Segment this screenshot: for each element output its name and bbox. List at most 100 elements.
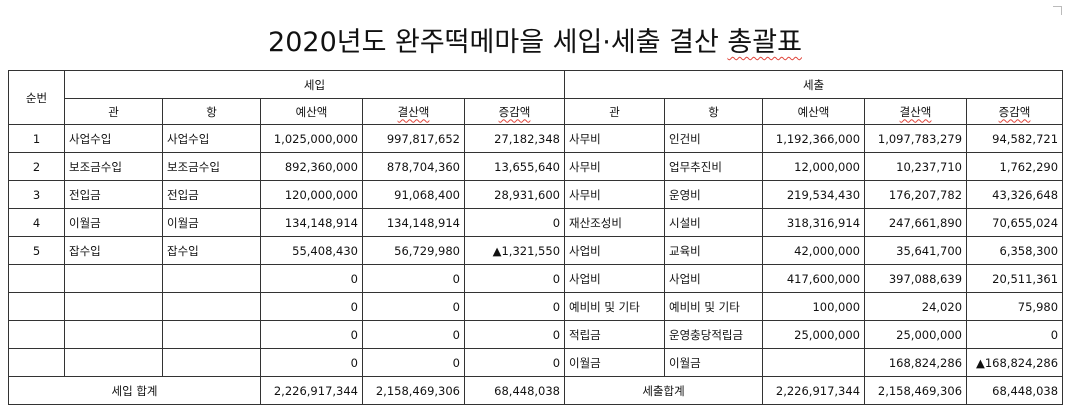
cell-income-settled: 0 xyxy=(362,348,465,377)
cell-expense-hang: 업무추진비 xyxy=(664,152,764,181)
expense-total-settled: 2,158,469,306 xyxy=(864,376,968,405)
cell-expense-diff: ▲168,824,286 xyxy=(966,348,1064,377)
cell-income-budget: 892,360,000 xyxy=(260,152,363,181)
cell-expense-settled: 397,088,639 xyxy=(864,264,968,293)
cell-order xyxy=(8,320,65,349)
cell-income-hang: 전입금 xyxy=(162,180,261,209)
table-row: 1 사업수입 사업수입 1,025,000,000 997,817,652 27… xyxy=(8,124,1064,153)
cell-income-budget: 55,408,430 xyxy=(260,236,363,265)
cell-order: 5 xyxy=(8,236,65,265)
cell-expense-gwan: 재산조성비 xyxy=(564,208,666,237)
cell-order: 1 xyxy=(8,124,65,153)
cell-order xyxy=(8,264,65,293)
table-row: 5 잡수입 잡수입 55,408,430 56,729,980 ▲1,321,5… xyxy=(8,236,1064,265)
header-income: 세입 xyxy=(63,70,566,99)
table-row: 0 0 0 이월금 이월금 168,824,286 ▲168,824,286 xyxy=(8,348,1064,377)
cell-expense-gwan: 예비비 및 기타 xyxy=(564,292,666,321)
cell-expense-gwan: 사무비 xyxy=(564,180,666,209)
cell-expense-budget: 1,192,366,000 xyxy=(762,124,866,153)
cell-income-gwan: 이월금 xyxy=(64,208,163,237)
cell-expense-gwan: 사업비 xyxy=(564,264,666,293)
cell-expense-budget: 318,316,914 xyxy=(762,208,866,237)
cell-expense-diff: 1,762,290 xyxy=(966,152,1064,181)
table-row: 3 전입금 전입금 120,000,000 91,068,400 28,931,… xyxy=(8,180,1064,209)
cell-income-budget: 134,148,914 xyxy=(260,208,363,237)
cell-expense-diff: 20,511,361 xyxy=(966,264,1064,293)
cell-expense-hang: 사업비 xyxy=(664,264,764,293)
cell-income-settled: 0 xyxy=(362,264,465,293)
header-income-hang: 항 xyxy=(162,98,261,125)
cell-expense-diff: 75,980 xyxy=(966,292,1064,321)
cell-income-diff: 0 xyxy=(463,348,566,377)
expense-total-diff: 68,448,038 xyxy=(966,376,1064,405)
cell-income-settled: 878,704,360 xyxy=(362,152,465,181)
cell-expense-hang: 인건비 xyxy=(664,124,764,153)
cell-income-hang: 사업수입 xyxy=(162,124,261,153)
cell-expense-settled: 247,661,890 xyxy=(864,208,968,237)
cell-income-budget: 1,025,000,000 xyxy=(260,124,363,153)
cell-expense-gwan: 사업비 xyxy=(564,236,666,265)
cell-income-hang xyxy=(162,320,261,349)
cell-expense-gwan: 적립금 xyxy=(564,320,666,349)
cell-expense-diff: 70,655,024 xyxy=(966,208,1064,237)
cell-income-gwan: 전입금 xyxy=(64,180,163,209)
cell-order: 3 xyxy=(8,180,65,209)
header-expense-budget: 예산액 xyxy=(762,98,866,125)
cell-income-hang: 이월금 xyxy=(162,208,261,237)
income-total-settled: 2,158,469,306 xyxy=(362,376,465,405)
header-income-gwan: 관 xyxy=(64,98,163,125)
cell-income-diff: 0 xyxy=(463,264,566,293)
cell-expense-budget xyxy=(762,348,866,377)
cell-income-diff: 13,655,640 xyxy=(463,152,566,181)
cell-expense-gwan: 사무비 xyxy=(564,124,666,153)
cell-expense-budget: 25,000,000 xyxy=(762,320,866,349)
cell-expense-settled: 168,824,286 xyxy=(864,348,968,377)
cell-income-diff: ▲1,321,550 xyxy=(463,236,566,265)
cell-income-budget: 0 xyxy=(260,264,363,293)
cell-income-budget: 120,000,000 xyxy=(260,180,363,209)
expense-total-label: 세출합계 xyxy=(564,376,764,405)
totals-row: 세입 합계 2,226,917,344 2,158,469,306 68,448… xyxy=(8,376,1064,405)
cell-expense-settled: 176,207,782 xyxy=(864,180,968,209)
cell-expense-settled: 35,641,700 xyxy=(864,236,968,265)
cell-expense-hang: 운영충당적립금 xyxy=(664,320,764,349)
cell-income-settled: 91,068,400 xyxy=(362,180,465,209)
header-expense: 세출 xyxy=(564,70,1064,99)
cell-income-settled: 0 xyxy=(362,292,465,321)
cell-income-hang: 보조금수입 xyxy=(162,152,261,181)
header-expense-gwan: 관 xyxy=(564,98,666,125)
cell-income-budget: 0 xyxy=(260,348,363,377)
cell-expense-budget: 100,000 xyxy=(762,292,866,321)
cell-expense-budget: 219,534,430 xyxy=(762,180,866,209)
income-total-label: 세입 합계 xyxy=(8,376,261,405)
header-order: 순번 xyxy=(8,70,65,125)
cell-income-gwan xyxy=(64,348,163,377)
cell-expense-settled: 24,020 xyxy=(864,292,968,321)
cell-income-gwan xyxy=(64,292,163,321)
expense-total-budget: 2,226,917,344 xyxy=(762,376,866,405)
cell-income-gwan xyxy=(64,264,163,293)
cell-expense-diff: 6,358,300 xyxy=(966,236,1064,265)
cell-income-gwan xyxy=(64,320,163,349)
cell-expense-hang: 교육비 xyxy=(664,236,764,265)
cell-expense-budget: 42,000,000 xyxy=(762,236,866,265)
cell-income-settled: 997,817,652 xyxy=(362,124,465,153)
cell-income-budget: 0 xyxy=(260,292,363,321)
page-corner-marker xyxy=(1053,6,1062,15)
table-row: 0 0 0 적립금 운영충당적립금 25,000,000 25,000,000 … xyxy=(8,320,1064,349)
cell-order xyxy=(8,292,65,321)
cell-expense-settled: 10,237,710 xyxy=(864,152,968,181)
header-income-diff: 증감액 xyxy=(463,98,566,125)
title-text: 2020년도 완주떡메마을 세입·세출 결산 xyxy=(268,27,728,58)
cell-income-budget: 0 xyxy=(260,320,363,349)
cell-income-settled: 56,729,980 xyxy=(362,236,465,265)
cell-income-diff: 0 xyxy=(463,208,566,237)
settlement-summary-table: 순번 세입 세출 관 항 예산액 결산액 증감액 관 항 예산액 결산액 증감액… xyxy=(8,70,1064,405)
document-title: 2020년도 완주떡메마을 세입·세출 결산 총괄표 xyxy=(0,20,1070,59)
cell-income-gwan: 잡수입 xyxy=(64,236,163,265)
title-text-underlined: 총괄표 xyxy=(727,27,802,58)
cell-expense-diff: 94,582,721 xyxy=(966,124,1064,153)
cell-expense-gwan: 사무비 xyxy=(564,152,666,181)
cell-income-diff: 28,931,600 xyxy=(463,180,566,209)
table-row: 0 0 0 예비비 및 기타 예비비 및 기타 100,000 24,020 7… xyxy=(8,292,1064,321)
